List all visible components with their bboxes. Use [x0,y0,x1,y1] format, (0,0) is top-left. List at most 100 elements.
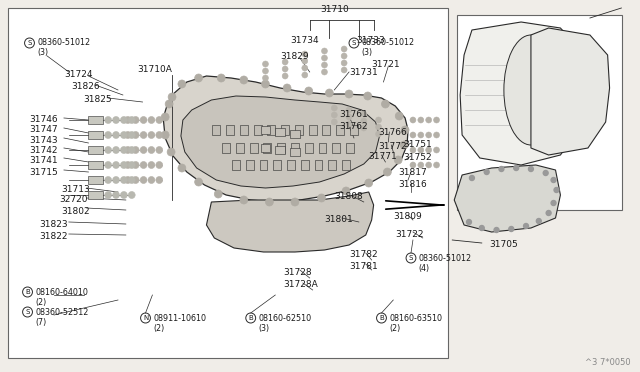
Text: (7): (7) [35,318,47,327]
Bar [232,160,240,170]
Circle shape [551,177,556,183]
Text: 31826: 31826 [71,82,99,91]
Circle shape [262,75,268,81]
Text: 31752: 31752 [403,153,432,162]
Circle shape [418,147,424,153]
Text: B: B [25,289,30,295]
Circle shape [529,167,533,171]
Polygon shape [454,165,561,232]
Circle shape [282,59,288,65]
Bar [88,131,103,139]
Bar [281,125,289,135]
Circle shape [418,117,424,123]
Circle shape [381,100,389,108]
Circle shape [105,147,111,154]
Circle shape [341,53,347,59]
Circle shape [178,164,186,172]
Circle shape [494,228,499,232]
Circle shape [536,218,541,224]
Ellipse shape [504,35,558,145]
Text: 31761: 31761 [339,110,368,119]
Circle shape [410,162,416,168]
Bar [308,125,317,135]
Circle shape [148,176,155,183]
Text: 31715: 31715 [29,168,58,177]
Text: (2): (2) [154,324,164,333]
Text: 31724: 31724 [64,70,92,79]
Text: 31728: 31728 [283,268,312,277]
Circle shape [426,132,431,138]
Text: 31817: 31817 [398,168,427,177]
Circle shape [113,116,120,124]
Polygon shape [181,96,380,188]
Text: 32720: 32720 [59,195,88,204]
Text: 08360-51012: 08360-51012 [362,38,415,47]
Bar [88,176,103,184]
Bar [222,143,230,153]
Circle shape [105,176,111,183]
Circle shape [124,147,131,154]
Circle shape [124,161,131,169]
Text: 08160-62510: 08160-62510 [259,314,312,323]
Text: S: S [409,255,413,261]
Circle shape [376,131,381,137]
Circle shape [341,46,347,52]
Text: 31808: 31808 [334,192,363,201]
Circle shape [124,131,131,138]
Circle shape [156,147,163,154]
Circle shape [120,116,127,124]
Circle shape [345,90,353,98]
Bar [350,125,358,135]
Circle shape [543,170,548,176]
Circle shape [105,161,111,169]
Polygon shape [460,22,582,165]
Text: 08360-52512: 08360-52512 [35,308,89,317]
Circle shape [156,131,163,138]
Circle shape [426,162,431,168]
Bar [290,148,300,156]
Bar [290,130,300,138]
Circle shape [156,176,163,183]
Circle shape [383,168,391,176]
Circle shape [467,219,472,224]
Circle shape [282,73,288,79]
Circle shape [195,178,202,186]
Text: S: S [28,40,32,46]
Circle shape [156,161,163,169]
Circle shape [291,198,299,206]
Bar [319,143,326,153]
Circle shape [509,227,514,231]
Circle shape [161,113,169,121]
Circle shape [394,156,402,164]
Circle shape [433,132,440,138]
Text: 31747: 31747 [29,125,58,134]
Text: 31734: 31734 [291,36,319,45]
Circle shape [195,74,202,82]
Circle shape [148,131,155,138]
Circle shape [113,131,120,138]
Bar [236,143,244,153]
Polygon shape [207,192,374,252]
Text: 31781: 31781 [349,262,378,271]
Circle shape [332,119,337,125]
Bar [88,146,103,154]
Circle shape [499,167,504,171]
Bar [275,128,285,136]
Circle shape [262,61,268,67]
Text: ^3 7*0050: ^3 7*0050 [585,358,630,367]
Circle shape [120,147,127,154]
Text: 31772: 31772 [378,142,407,151]
Circle shape [128,192,135,199]
Text: 31802: 31802 [61,207,90,216]
Circle shape [113,192,120,199]
Circle shape [410,147,416,153]
Circle shape [120,192,127,199]
Circle shape [140,161,147,169]
Text: 31722: 31722 [396,230,424,239]
Bar [88,191,103,199]
Circle shape [132,161,139,169]
Circle shape [365,179,372,187]
Circle shape [156,116,163,124]
Bar [8,8,449,358]
Bar [88,161,103,169]
